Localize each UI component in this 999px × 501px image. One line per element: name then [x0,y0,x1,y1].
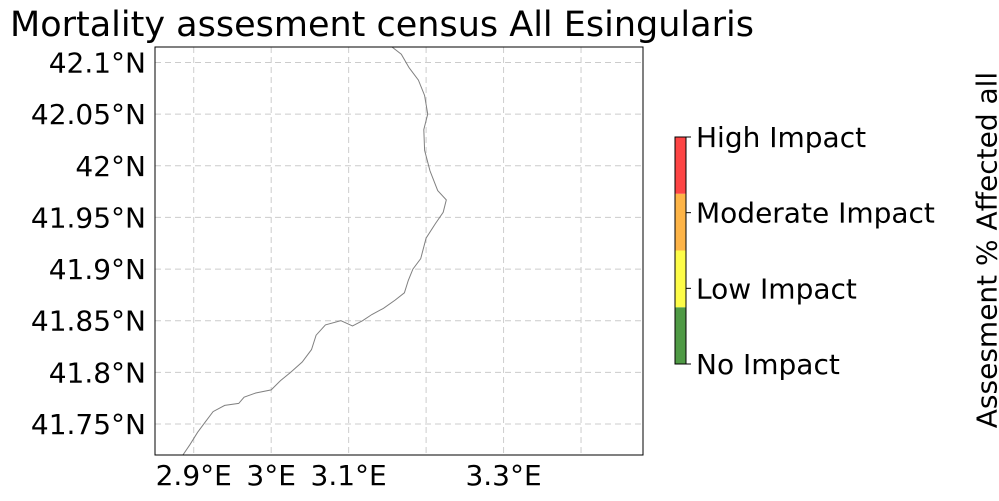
lat-tick-label: 41.8°N [49,356,146,389]
colorbar-title: Assesment % Affected all [970,71,999,429]
coastline-layer [182,46,447,456]
coastline [182,46,447,456]
lon-tick-label: 3.3°E [465,459,541,492]
lat-tick-label: 42.1°N [49,46,146,79]
lon-tick-label: 3.1°E [311,459,387,492]
lon-tick-label: 2.9°E [156,459,232,492]
lat-tick-label: 42.05°N [31,98,146,131]
lat-tick-label: 41.95°N [31,201,146,234]
lon-tick-label: 3°E [246,459,296,492]
lat-tick-label: 41.75°N [31,408,146,441]
colorbar-label: Moderate Impact [696,197,935,230]
colorbar-outline [674,136,687,365]
colorbar-label: High Impact [696,121,866,154]
colorbar-label: Low Impact [696,272,857,305]
colorbar-label: No Impact [696,348,840,381]
colorbar: No Impact Low Impact Moderate Impact High I… [674,121,935,381]
colorbar-bin [675,137,686,194]
map-title: Mortality assesment census All Esingular… [10,5,754,45]
lat-tick-label: 42°N [75,150,146,183]
colorbar-bin [675,250,686,308]
axis-ticks: 2.9°E 3°E 3.1°E 3.3°E 42.1°N 42.05°N 42°N 41.95… [31,46,542,492]
colorbar-bin [675,307,686,364]
map-frame [154,46,644,456]
gridlines [155,47,643,455]
lat-tick-label: 41.9°N [49,253,146,286]
colorbar-bin [675,193,686,251]
lat-tick-label: 41.85°N [31,305,146,338]
